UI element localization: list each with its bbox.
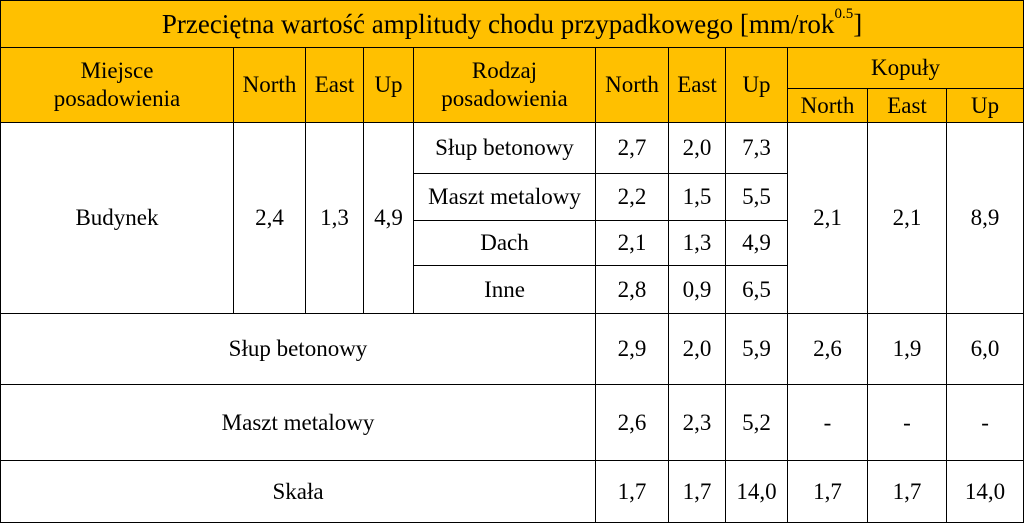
cell: Słup betonowy (0, 313, 596, 385)
cell: 2,1 (787, 122, 868, 314)
cell: 14,0 (725, 460, 788, 523)
header-cell: Up (363, 47, 414, 123)
header-cell: East (867, 88, 947, 123)
row: Budynek 2,4 1,3 4,9 Słup betonowy 2,7 2,0 7,3 2,… (0, 122, 1024, 314)
cell: 2,7 (595, 122, 669, 174)
cell: 1,5 (668, 173, 726, 221)
cell: 2,0 (668, 122, 726, 174)
cell: 1,7 (867, 460, 947, 523)
cell: 1,3 (305, 122, 364, 314)
cell: 2,6 (787, 313, 868, 385)
cell: - (867, 384, 947, 461)
header-cell: North (595, 47, 669, 123)
cell: Maszt metalowy (0, 384, 596, 461)
cell: 5,5 (725, 173, 788, 221)
cell: 2,1 (867, 122, 947, 314)
cell: 6,0 (945, 313, 1024, 385)
cell: 4,9 (363, 122, 414, 314)
cell: - (945, 384, 1024, 461)
row: Maszt metalowy 2,6 2,3 5,2- - - (0, 384, 1024, 461)
cell: 2,1 (595, 220, 669, 266)
row: Skała 1,7 1,7 14,0 1,7 1,7 14,0 (0, 460, 1024, 523)
header-cell: Up (945, 88, 1024, 123)
cell: 1,7 (668, 460, 726, 523)
cell: 2,2 (595, 173, 669, 221)
header-cell: North (233, 47, 306, 123)
cell: 5,9 (725, 313, 788, 385)
cell: - (787, 384, 868, 461)
cell: 2,0 (668, 313, 726, 385)
cell: 14,0 (945, 460, 1024, 523)
title-text: Przeciętna wartość amplitudy chodu przyp… (161, 8, 835, 39)
header-cell: East (305, 47, 364, 123)
header-cell: Kopuły (786, 47, 1024, 89)
cell: 2,8 (595, 265, 669, 314)
cell: Dach (413, 220, 596, 266)
cell: 2,3 (668, 384, 726, 461)
cell: 1,7 (595, 460, 669, 523)
header-cell: North (787, 88, 868, 123)
cell: Maszt metalowy (413, 173, 596, 221)
cell: 2,9 (595, 313, 669, 385)
header-cell: East (668, 47, 726, 123)
header-cell: Rodzaj posadowienia (413, 47, 596, 123)
header-text: Miejsce posadowienia (53, 58, 181, 111)
header-text: Rodzaj posadowienia (441, 58, 568, 111)
cell: Budynek (0, 122, 234, 314)
cell: Skała (0, 460, 596, 523)
header-cell: Miejsce posadowienia (0, 47, 234, 123)
cell: 7,3 (725, 122, 788, 174)
cell: 8,9 (945, 122, 1024, 314)
title-end: ] (853, 8, 863, 39)
row: Słup betonowy 2,9 2,0 5,9 2,6 1,9 6,0 (0, 313, 1024, 385)
title-sup: 0.5 (834, 5, 854, 22)
cell: 1,7 (787, 460, 868, 523)
cell: Słup betonowy (413, 122, 596, 174)
cell: 4,9 (725, 220, 788, 266)
title: Przeciętna wartość amplitudy chodu przyp… (0, 0, 1024, 48)
row: Inne 2,8 0,9 6,5 (1, 265, 1024, 314)
cell: 5,2 (725, 384, 788, 461)
cell: 6,5 (725, 265, 788, 314)
cell: 2,4 (233, 122, 306, 314)
cell: 1,9 (867, 313, 947, 385)
cell: 2,6 (595, 384, 669, 461)
header-cell: Up (725, 47, 788, 123)
cell: 1,3 (668, 220, 726, 266)
cell: Inne (413, 265, 596, 314)
cell: 0,9 (668, 265, 726, 314)
